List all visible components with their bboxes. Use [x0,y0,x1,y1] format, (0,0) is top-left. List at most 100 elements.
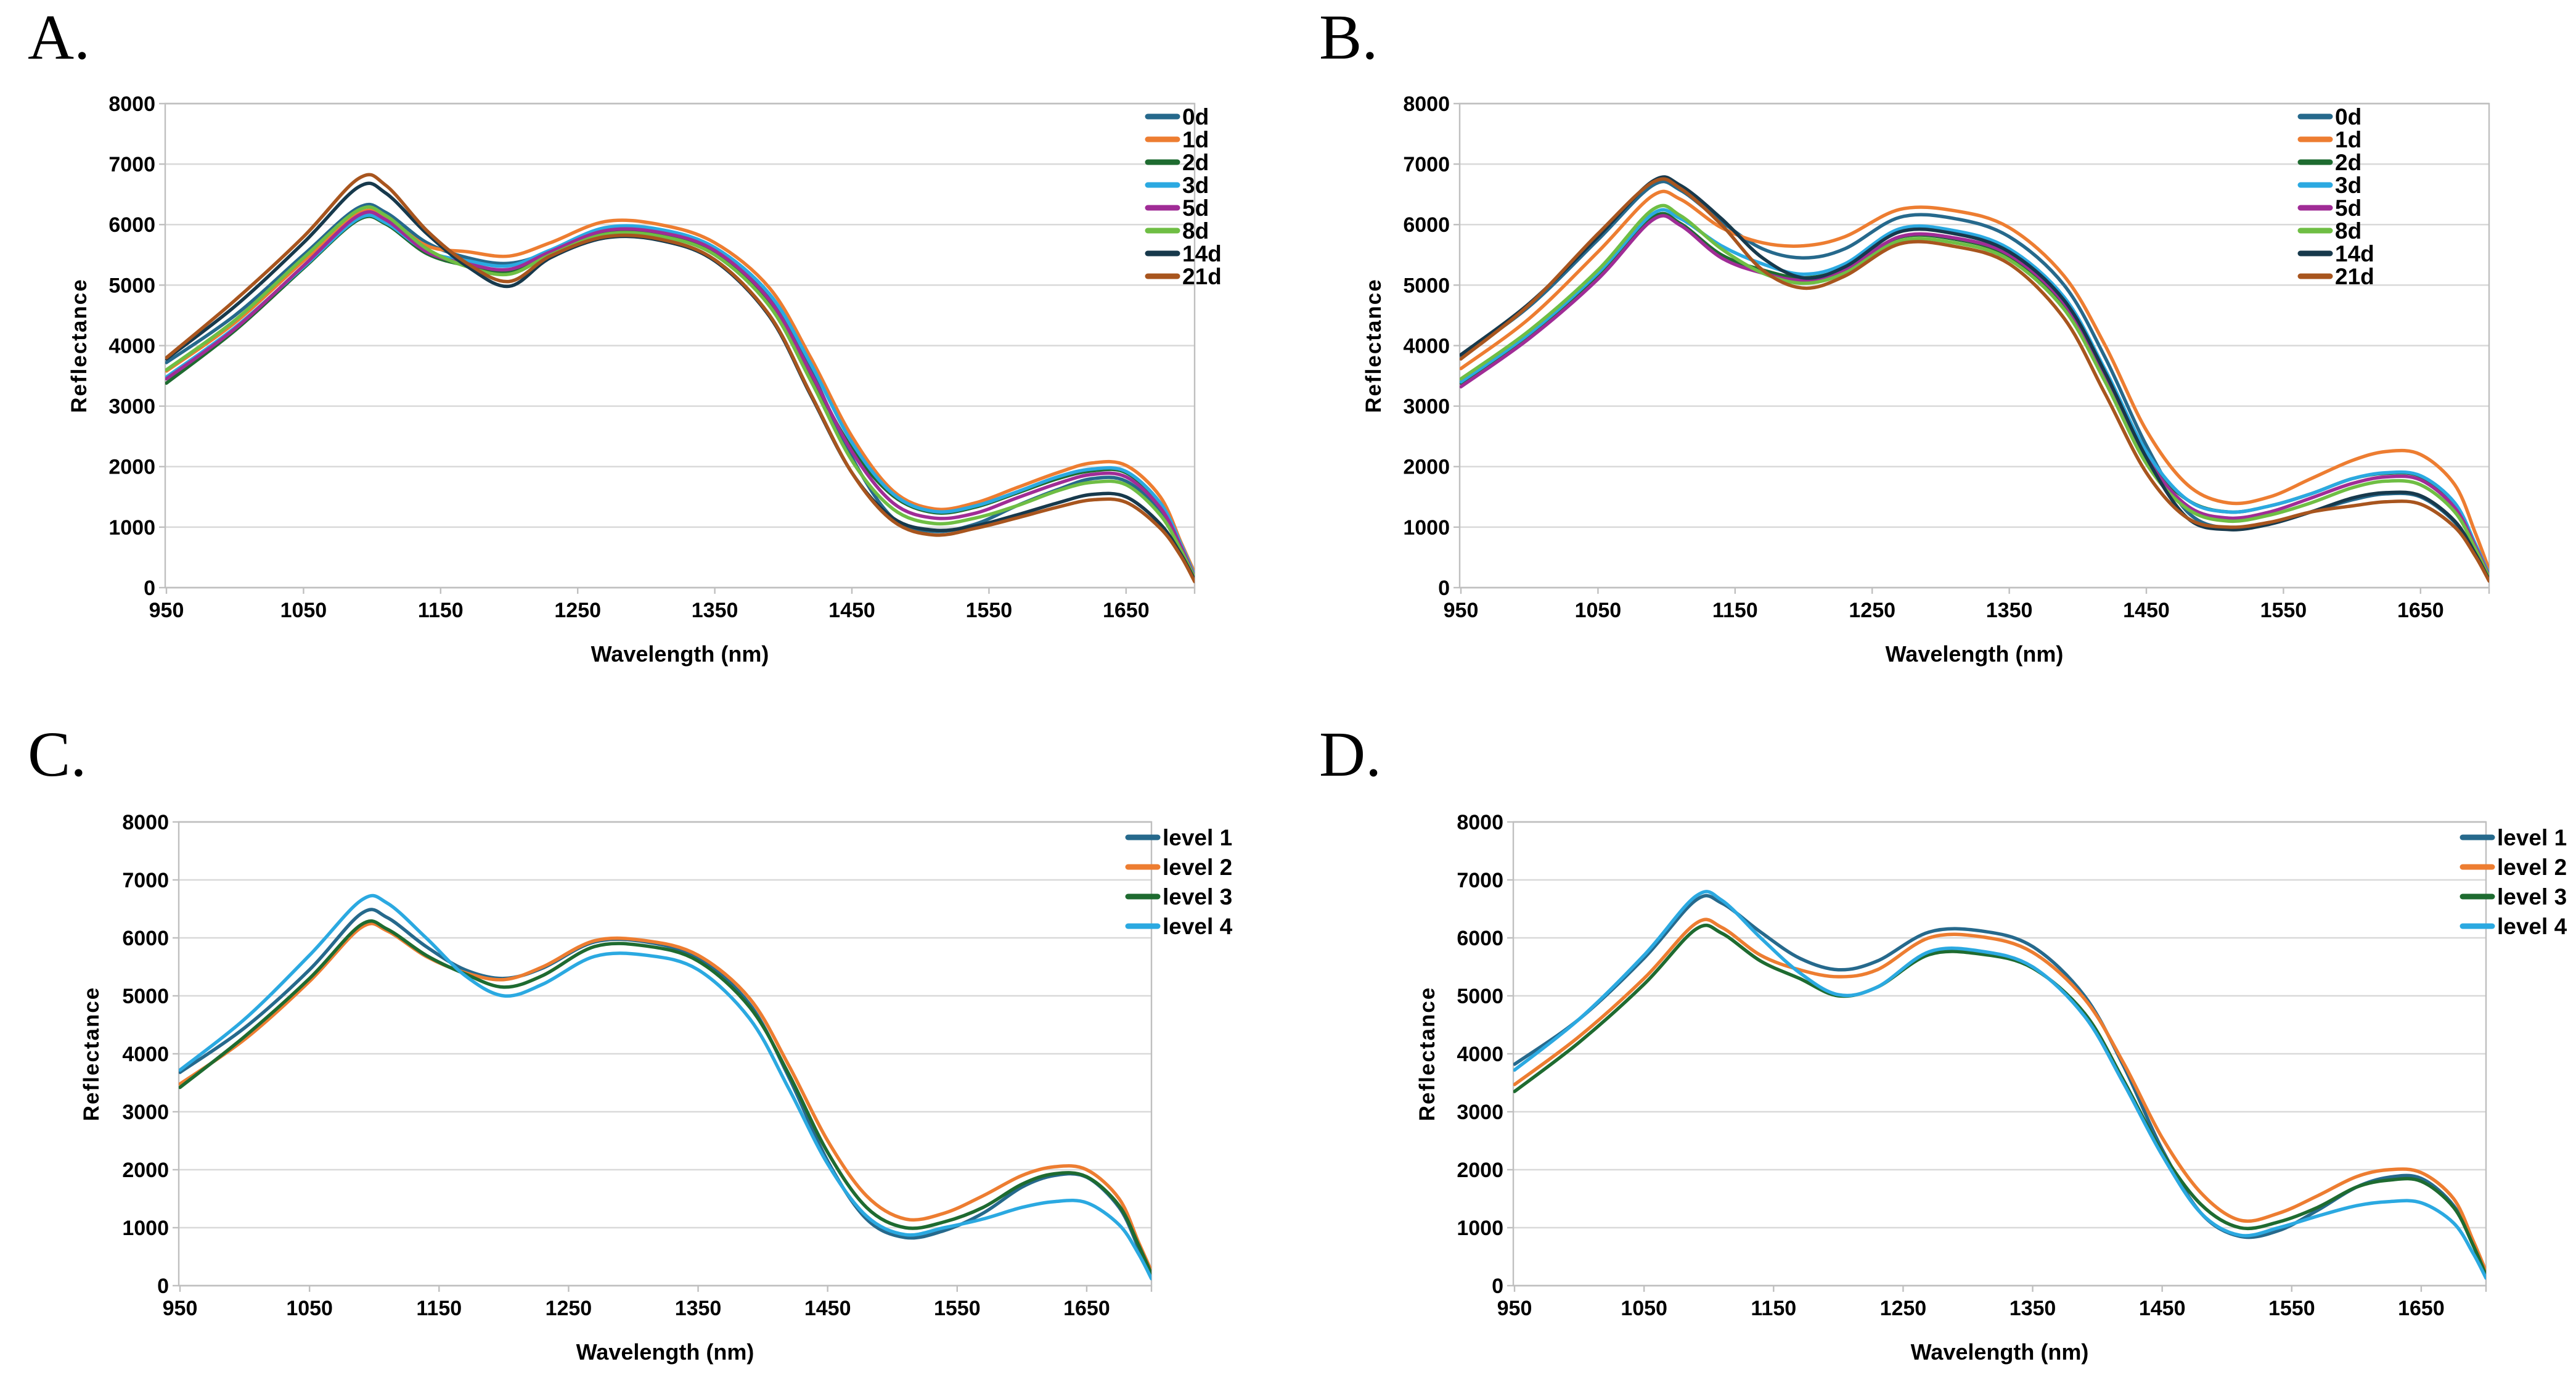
x-tick-label: 1650 [2398,1297,2445,1320]
y-tick-label: 5000 [1457,985,1503,1008]
x-tick-label: 950 [1497,1297,1532,1320]
series-line-level-1 [179,908,1151,1279]
x-tick-label: 1650 [2397,599,2444,622]
y-tick-label: 1000 [122,1217,169,1240]
y-tick-label: 1000 [108,516,155,540]
y-tick-label: 0 [1438,577,1450,600]
x-axis-title: Wavelength (nm) [576,1339,754,1365]
legend-label: 14d [2335,241,2374,266]
x-tick-label: 1450 [804,1297,851,1320]
legend-label: 2d [1182,150,1209,175]
y-tick-label: 7000 [108,153,155,176]
series-line-3d [165,213,1195,578]
x-tick-label: 950 [163,1297,198,1320]
x-tick-label: 1150 [418,599,464,622]
legend-D: level 1 level 2 level 3 level 4 [2459,825,2567,939]
legend-label: 14d [1182,241,1222,266]
y-tick-label: 2000 [1403,456,1450,479]
legend-label: level 1 [2497,825,2567,850]
legend-label: 8d [1182,218,1209,244]
y-tick-label: 6000 [122,927,169,950]
x-tick-label: 1050 [286,1297,333,1320]
series-line-1d [1460,189,2489,572]
x-tick-label: 1250 [554,599,601,622]
series-line-21d [1460,177,2489,583]
series-line-level-4 [1513,890,2486,1280]
y-axis-title: Reflectance [1415,987,1439,1121]
legend-label: level 1 [1163,825,1232,850]
x-tick-label: 1250 [1849,599,1895,622]
y-tick-label: 6000 [1457,927,1503,950]
legend-label: level 4 [1163,914,1233,939]
legend-label: 3d [1182,173,1209,198]
series-line-5d [1460,214,2489,578]
x-tick-label: 1550 [2260,599,2307,622]
y-axis-title: Reflectance [67,278,91,413]
chart-panel-B: B. 0 1000 2000 3000 4000 5000 6000 7000 8000 950 10… [1319,2,2490,667]
series-line-level-3 [179,919,1151,1276]
y-tick-label: 6000 [108,213,155,237]
y-tick-label: 5000 [122,985,169,1008]
x-axis-title: Wavelength (nm) [1911,1339,2089,1365]
legend-label: 21d [2335,264,2374,289]
series-line-level-2 [179,922,1151,1273]
x-tick-label: 1650 [1063,1297,1110,1320]
series-group [1513,890,2486,1280]
series-line-0d [1460,179,2489,581]
legend-label: level 3 [2497,884,2567,910]
legend-label: 3d [2335,173,2361,198]
y-tick-label: 5000 [108,274,155,297]
series-line-14d [1460,175,2489,581]
x-tick-label: 1350 [2010,1297,2056,1320]
chart-panel-A: A. 0 1000 2000 3000 4000 5000 6000 7000 8000 950 10… [28,2,1222,667]
y-tick-label: 2000 [1457,1159,1503,1182]
legend-label: level 3 [1163,884,1232,910]
x-tick-label: 1350 [692,599,738,622]
series-group [1460,175,2489,583]
x-tick-label: 1150 [1712,599,1758,622]
series-group [165,173,1195,583]
y-tick-label: 8000 [108,92,155,116]
chart-panel-C: C. 0 1000 2000 3000 4000 5000 6000 7000 8000 950 10… [28,719,1233,1365]
y-tick-label: 4000 [108,334,155,358]
x-tick-label: 1550 [934,1297,981,1320]
legend-label: 0d [1182,104,1209,129]
series-line-1d [165,208,1195,575]
y-tick-label: 3000 [1403,395,1450,419]
y-tick-label: 0 [157,1275,169,1298]
legend-label: level 4 [2497,914,2567,939]
y-tick-label: 7000 [1457,869,1503,892]
y-tick-label: 4000 [1403,334,1450,358]
y-tick-label: 4000 [122,1043,169,1066]
x-tick-label: 1250 [1880,1297,1927,1320]
y-tick-label: 3000 [122,1101,169,1124]
x-tick-label: 1050 [1575,599,1622,622]
legend-C: level 1 level 2 level 3 level 4 [1125,825,1233,939]
y-tick-label: 8000 [122,811,169,834]
y-tick-label: 8000 [1403,92,1450,116]
series-line-8d [165,205,1195,580]
x-axis-title: Wavelength (nm) [1886,641,2064,667]
legend-label: 1d [2335,127,2361,152]
x-tick-label: 1350 [675,1297,722,1320]
x-tick-label: 1550 [2268,1297,2315,1320]
x-tick-label: 950 [1444,599,1479,622]
series-line-level-2 [1513,918,2486,1273]
y-tick-label: 0 [144,577,155,600]
series-line-8d [1460,203,2489,580]
x-tick-label: 1250 [546,1297,592,1320]
x-tick-label: 1550 [966,599,1013,622]
panel-label-B: B. [1319,2,1378,73]
y-tick-label: 3000 [1457,1101,1503,1124]
x-tick-label: 1450 [2123,599,2170,622]
x-tick-label: 1150 [416,1297,462,1320]
series-line-level-4 [179,893,1151,1281]
series-line-2d [165,215,1195,579]
chart-panel-D: D. 0 1000 2000 3000 4000 5000 6000 7000 8000 950 10… [1319,719,2567,1365]
legend-label: 2d [2335,150,2361,175]
legend-label: 5d [1182,195,1209,221]
